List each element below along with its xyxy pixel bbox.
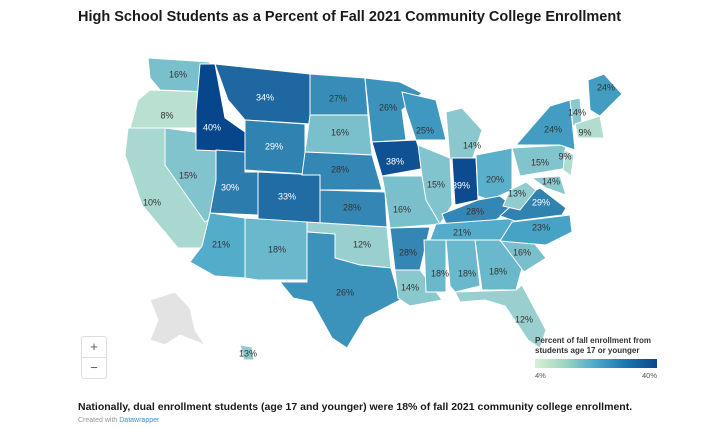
- state-label-in: 39%: [452, 180, 470, 190]
- state-label-ky: 28%: [466, 206, 484, 216]
- state-label-id: 40%: [203, 122, 221, 132]
- state-label-mn: 26%: [379, 102, 397, 112]
- state-label-nj: 9%: [558, 151, 571, 161]
- state-fl[interactable]: [454, 284, 547, 349]
- state-hi[interactable]: [239, 344, 255, 361]
- state-nj[interactable]: [562, 149, 575, 177]
- state-label-ga: 18%: [489, 266, 507, 276]
- state-ak[interactable]: [149, 291, 207, 347]
- state-label-ia: 38%: [386, 156, 404, 166]
- state-oh[interactable]: [475, 147, 513, 201]
- legend-min-label: 4%: [535, 371, 546, 380]
- states-layer: [124, 57, 623, 361]
- state-me[interactable]: [587, 73, 623, 117]
- state-label-pa: 15%: [531, 157, 549, 167]
- footer-note: Nationally, dual enrollment students (ag…: [78, 401, 633, 413]
- state-label-il: 15%: [427, 179, 445, 189]
- state-label-hi: 13%: [239, 348, 257, 358]
- state-label-ne: 28%: [331, 164, 349, 174]
- legend-max-label: 40%: [641, 371, 657, 380]
- state-label-mo: 16%: [393, 204, 411, 214]
- state-label-wa: 16%: [169, 69, 187, 79]
- legend-gradient-bar: [535, 359, 657, 368]
- state-label-sc: 16%: [513, 247, 531, 257]
- datawrapper-link[interactable]: Datawrapper: [119, 417, 160, 424]
- state-ms[interactable]: [423, 239, 447, 293]
- state-label-ny: 24%: [544, 124, 562, 134]
- state-label-nc: 23%: [532, 222, 550, 232]
- state-label-nv: 15%: [179, 170, 197, 180]
- state-label-az: 21%: [212, 239, 230, 249]
- state-label-or: 8%: [160, 110, 173, 120]
- state-label-tn: 21%: [453, 227, 471, 237]
- map-title: High School Students as a Percent of Fal…: [78, 9, 622, 25]
- state-mi[interactable]: [445, 107, 483, 161]
- state-md[interactable]: [530, 175, 567, 196]
- state-label-ok: 12%: [353, 239, 371, 249]
- state-label-ut: 30%: [221, 182, 239, 192]
- state-label-fl: 12%: [515, 314, 533, 324]
- state-label-ca: 10%: [143, 197, 161, 207]
- state-label-wi: 25%: [416, 125, 434, 135]
- state-wv[interactable]: [502, 181, 537, 211]
- state-label-sd: 16%: [331, 127, 349, 137]
- state-label-me: 24%: [597, 82, 615, 92]
- state-label-vt: 14%: [568, 107, 586, 117]
- state-label-tx: 26%: [336, 287, 354, 297]
- state-label-al: 18%: [458, 268, 476, 278]
- state-la[interactable]: [394, 269, 443, 307]
- state-label-ar: 28%: [399, 247, 417, 257]
- state-label-ms: 18%: [431, 268, 449, 278]
- zoom-out-button[interactable]: −: [90, 360, 98, 375]
- state-label-mt: 34%: [256, 92, 274, 102]
- state-nc[interactable]: [499, 214, 573, 246]
- state-label-nm: 18%: [268, 244, 286, 254]
- color-legend: Percent of fall enrollment from students…: [535, 336, 657, 380]
- state-label-nd: 27%: [329, 93, 347, 103]
- state-nm[interactable]: [244, 217, 308, 281]
- legend-title: Percent of fall enrollment from students…: [535, 336, 652, 355]
- state-label-wv: 13%: [508, 188, 526, 198]
- state-label-wy: 29%: [265, 141, 283, 151]
- state-wi[interactable]: [401, 91, 447, 141]
- zoom-in-button[interactable]: +: [82, 337, 106, 358]
- credit-prefix: Created with: [78, 417, 118, 424]
- state-ga[interactable]: [474, 239, 523, 291]
- state-label-oh: 20%: [486, 174, 504, 184]
- state-label-ma: 9%: [578, 127, 591, 137]
- state-tx[interactable]: [278, 231, 401, 349]
- state-label-mi: 14%: [463, 140, 481, 150]
- state-label-ks: 28%: [343, 202, 361, 212]
- zoom-control: + −: [81, 336, 107, 379]
- credit-line: Created with Datawrapper: [78, 417, 159, 424]
- state-ma[interactable]: [574, 115, 605, 139]
- state-label-la: 14%: [401, 282, 419, 292]
- state-label-md: 14%: [542, 176, 560, 186]
- state-label-va: 29%: [532, 197, 550, 207]
- labels-layer: 16% 8% 10% 15% 40% 34% 29% 30% 33% 21% 18% 27% 16% 28…: [143, 69, 615, 358]
- state-label-co: 33%: [278, 191, 296, 201]
- state-al[interactable]: [445, 239, 481, 293]
